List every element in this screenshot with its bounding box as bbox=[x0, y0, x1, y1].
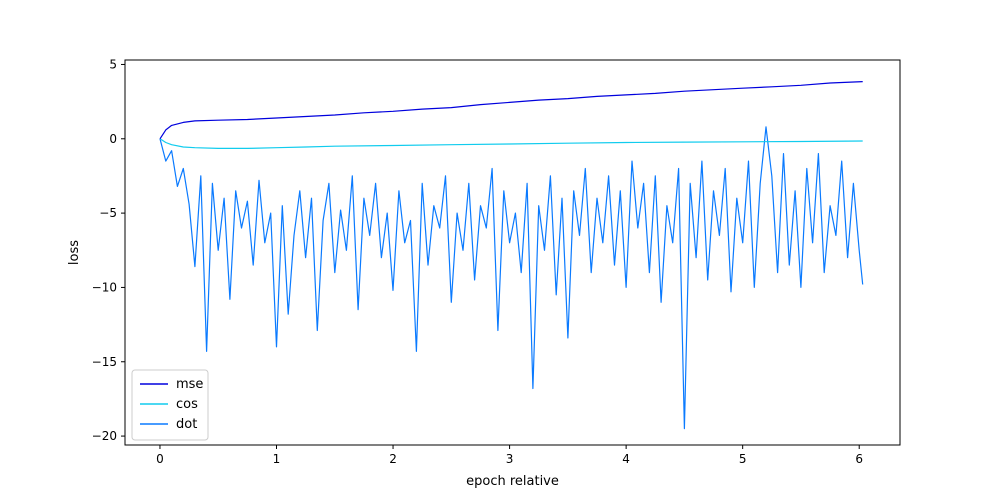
x-tick-label: 6 bbox=[855, 452, 863, 466]
y-tick-label: 5 bbox=[109, 57, 117, 71]
x-tick-label: 5 bbox=[739, 452, 747, 466]
legend-box bbox=[131, 369, 209, 441]
y-tick-label: 0 bbox=[109, 132, 117, 146]
y-tick-label: −20 bbox=[92, 429, 117, 443]
plot-area bbox=[124, 59, 901, 446]
series-line-dot bbox=[159, 126, 864, 430]
series-line-cos bbox=[159, 138, 863, 149]
x-tick-label: 4 bbox=[622, 452, 630, 466]
y-tick-label: −15 bbox=[92, 355, 117, 369]
legend-label-dot: dot bbox=[176, 417, 197, 432]
x-tick-label: 1 bbox=[273, 452, 281, 466]
legend-label-mse: mse bbox=[176, 377, 203, 392]
y-axis-ticks: 5 0 −5 −10 −15 −20 bbox=[92, 57, 125, 443]
y-tick-label: −10 bbox=[92, 280, 117, 294]
x-tick-label: 2 bbox=[389, 452, 397, 466]
x-axis-ticks: 0 1 2 3 4 5 6 bbox=[156, 445, 863, 466]
y-axis-label: loss bbox=[67, 240, 82, 265]
x-axis-label: epoch relative bbox=[466, 474, 559, 489]
x-tick-label: 0 bbox=[156, 452, 164, 466]
y-tick-label: −5 bbox=[99, 206, 117, 220]
x-tick-label: 3 bbox=[506, 452, 514, 466]
series-line-mse bbox=[159, 81, 863, 140]
legend-label-cos: cos bbox=[176, 397, 198, 412]
axes-frame bbox=[124, 59, 901, 446]
series-layer bbox=[159, 81, 864, 430]
legend: mse cos dot bbox=[131, 369, 209, 441]
